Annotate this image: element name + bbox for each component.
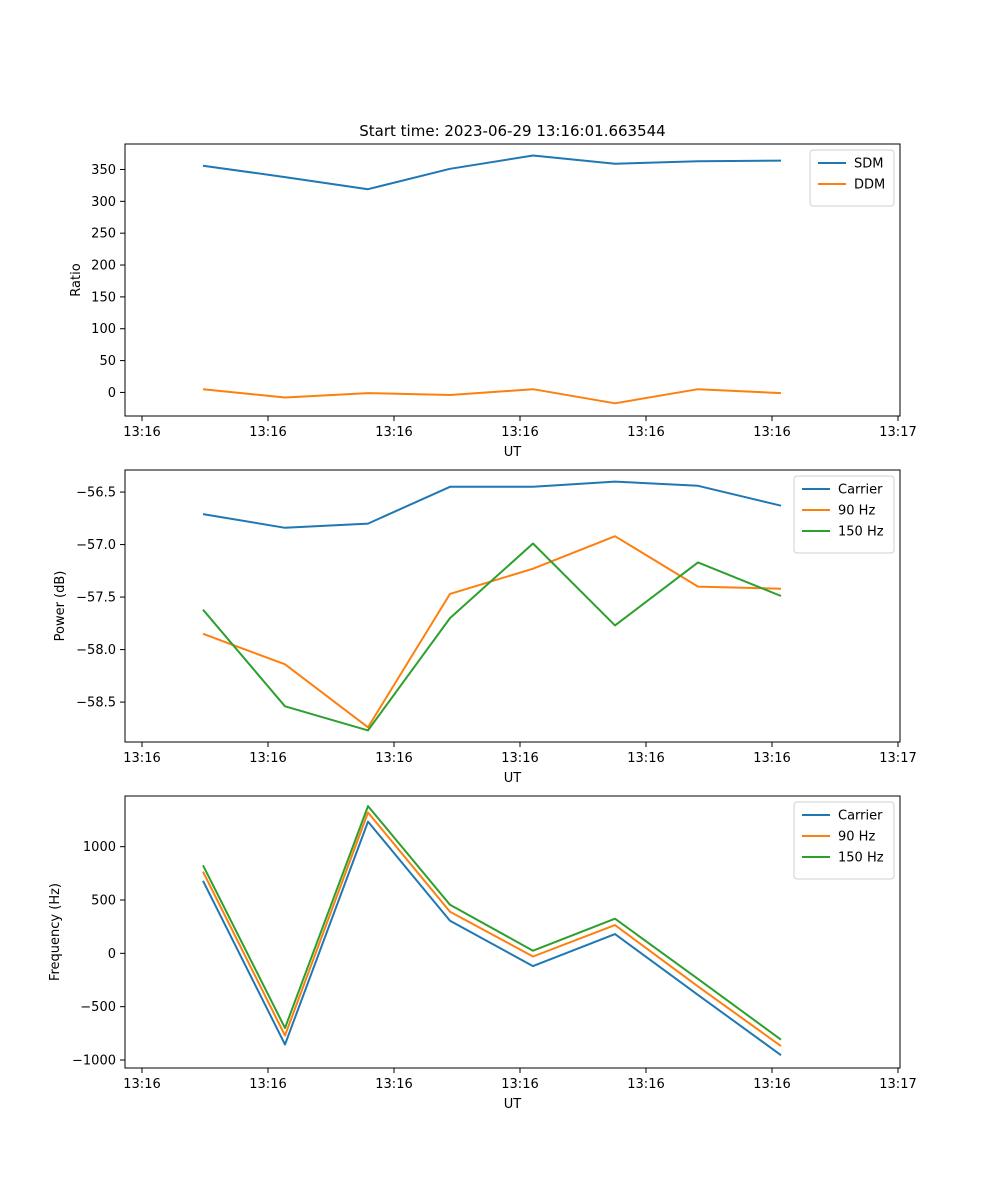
series-line-150-hz [202, 542, 782, 732]
series-line-carrier [202, 820, 782, 1057]
y-tick-label: −57.0 [76, 538, 116, 553]
x-tick-label: 13:16 [753, 425, 790, 440]
x-tick-label: 13:16 [249, 751, 286, 766]
x-tick-label: 13:16 [627, 751, 664, 766]
y-tick-label: −500 [80, 1000, 116, 1015]
legend-box [793, 475, 895, 554]
legend-label: 150 Hz [838, 851, 884, 866]
x-tick-label: 13:16 [375, 751, 412, 766]
y-tick-label: 1000 [83, 840, 116, 855]
y-tick-label: −58.0 [76, 643, 116, 658]
legend-label: 90 Hz [838, 504, 875, 519]
series-line-90-hz [202, 811, 782, 1047]
y-tick-label: −58.5 [76, 696, 116, 711]
x-tick-label: 13:16 [249, 1077, 286, 1092]
chart-title: Start time: 2023-06-29 13:16:01.663544 [359, 122, 665, 140]
x-axis-label: UT [504, 445, 522, 460]
y-tick-label: 0 [108, 947, 116, 962]
y-tick-label: −57.5 [76, 591, 116, 606]
y-tick-label: 500 [91, 894, 116, 909]
x-tick-label: 13:16 [501, 1077, 538, 1092]
x-tick-label: 13:17 [879, 425, 916, 440]
frequency-panel: 13:16 13:16 13:16 13:16 13:16 13:16 13:17 −1000… [48, 795, 917, 1112]
x-tick-label: 13:16 [249, 425, 286, 440]
axes-frame [124, 469, 901, 743]
y-tick-label: 50 [99, 354, 116, 369]
y-tick-label: 100 [91, 322, 116, 337]
y-axis-label: Frequency (Hz) [48, 883, 63, 981]
legend-box [793, 801, 895, 880]
x-tick-label: 13:17 [879, 751, 916, 766]
legend-label: 90 Hz [838, 830, 875, 845]
legend-label: SDM [854, 157, 883, 172]
x-tick-label: 13:16 [627, 1077, 664, 1092]
y-axis-label: Power (dB) [53, 571, 68, 642]
y-tick-label: 0 [108, 386, 116, 401]
y-tick-label: 300 [91, 195, 116, 210]
x-tick-label: 13:16 [123, 1077, 160, 1092]
legend: Carrier 90 Hz 150 Hz [793, 475, 895, 554]
y-tick-label: −56.5 [76, 486, 116, 501]
y-tick-label: 250 [91, 227, 116, 242]
legend-label: DDM [854, 178, 885, 193]
y-tick-label: 200 [91, 259, 116, 274]
power-panel: 13:16 13:16 13:16 13:16 13:16 13:16 13:17 −58.5… [53, 469, 917, 786]
y-axis-label: Ratio [69, 263, 84, 296]
y-tick-label: 350 [91, 163, 116, 178]
axes-frame [124, 143, 901, 417]
x-axis-label: UT [504, 771, 522, 786]
axes-frame [124, 795, 901, 1069]
series-line-carrier [202, 480, 782, 529]
legend-label: Carrier [838, 809, 883, 824]
series-line-150-hz [202, 805, 782, 1041]
series-line-ddm [202, 388, 782, 405]
x-tick-label: 13:16 [501, 751, 538, 766]
legend-label: 150 Hz [838, 525, 884, 540]
y-tick-label: 150 [91, 290, 116, 305]
ratio-panel: 13:16 13:16 13:16 13:16 13:16 13:16 13:17 0 50 10… [69, 143, 917, 460]
x-tick-label: 13:17 [879, 1077, 916, 1092]
series-line-sdm [202, 154, 782, 191]
x-tick-label: 13:16 [123, 751, 160, 766]
x-tick-label: 13:16 [753, 751, 790, 766]
legend-label: Carrier [838, 483, 883, 498]
legend: SDM DDM [809, 149, 895, 207]
x-tick-label: 13:16 [375, 1077, 412, 1092]
y-tick-label: −1000 [72, 1054, 116, 1069]
legend: Carrier 90 Hz 150 Hz [793, 801, 895, 880]
x-tick-label: 13:16 [501, 425, 538, 440]
x-tick-label: 13:16 [753, 1077, 790, 1092]
x-tick-label: 13:16 [123, 425, 160, 440]
x-tick-label: 13:16 [375, 425, 412, 440]
x-axis-label: UT [504, 1097, 522, 1112]
x-tick-label: 13:16 [627, 425, 664, 440]
